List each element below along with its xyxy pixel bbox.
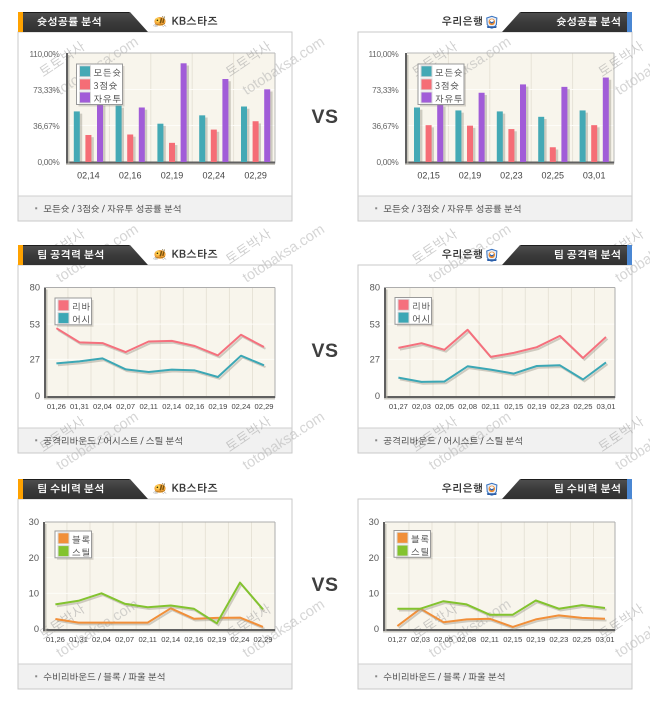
svg-text:02,11: 02,11 [139, 402, 157, 411]
svg-text:80: 80 [30, 283, 40, 293]
svg-text:02,24: 02,24 [230, 635, 249, 644]
svg-text:53: 53 [30, 319, 40, 329]
svg-text:02,19: 02,19 [161, 171, 184, 181]
svg-text:27: 27 [30, 355, 40, 365]
svg-text:02,03: 02,03 [412, 402, 431, 411]
svg-text:02,15: 02,15 [417, 171, 440, 181]
svg-text:01,27: 01,27 [388, 635, 407, 644]
svg-text:02,29: 02,29 [254, 635, 273, 644]
svg-text:02,04: 02,04 [93, 402, 112, 411]
svg-text:30: 30 [369, 517, 379, 527]
svg-text:10: 10 [369, 589, 379, 599]
svg-text:02,03: 02,03 [411, 635, 430, 644]
svg-text:03,01: 03,01 [583, 171, 606, 181]
svg-text:02,25: 02,25 [542, 171, 565, 181]
svg-text:01,26: 01,26 [46, 635, 65, 644]
svg-text:10: 10 [29, 589, 39, 599]
svg-text:02,23: 02,23 [550, 402, 569, 411]
svg-text:02,11: 02,11 [481, 402, 499, 411]
svg-text:02,08: 02,08 [457, 635, 476, 644]
svg-text:02,23: 02,23 [500, 171, 523, 181]
svg-text:03,01: 03,01 [597, 402, 616, 411]
svg-text:VS: VS [311, 340, 338, 362]
svg-text:02,19: 02,19 [527, 402, 546, 411]
svg-text:02,19: 02,19 [208, 402, 227, 411]
svg-text:03,01: 03,01 [596, 635, 615, 644]
svg-text:02,07: 02,07 [115, 635, 134, 644]
svg-text:30: 30 [29, 517, 39, 527]
svg-text:02,16: 02,16 [185, 402, 204, 411]
svg-text:02,23: 02,23 [549, 635, 568, 644]
svg-text:02,24: 02,24 [231, 402, 250, 411]
svg-text:0: 0 [34, 624, 39, 634]
svg-text:02,16: 02,16 [119, 171, 142, 181]
svg-text:0,00%: 0,00% [376, 157, 399, 167]
svg-text:02,16: 02,16 [184, 635, 203, 644]
svg-text:02,25: 02,25 [572, 635, 591, 644]
svg-text:110,00%: 110,00% [368, 49, 399, 59]
svg-text:02,05: 02,05 [434, 635, 453, 644]
svg-text:73,33%: 73,33% [372, 85, 399, 95]
svg-text:02,15: 02,15 [503, 635, 522, 644]
svg-text:73,33%: 73,33% [33, 85, 60, 95]
svg-text:02,14: 02,14 [161, 635, 180, 644]
svg-text:36,67%: 36,67% [372, 121, 399, 131]
svg-text:0: 0 [374, 624, 379, 634]
svg-text:02,19: 02,19 [526, 635, 545, 644]
svg-text:20: 20 [29, 553, 39, 563]
svg-text:02,15: 02,15 [504, 402, 523, 411]
svg-text:0: 0 [375, 391, 380, 401]
svg-text:36,67%: 36,67% [33, 121, 60, 131]
svg-text:02,24: 02,24 [203, 171, 226, 181]
svg-text:20: 20 [369, 553, 379, 563]
svg-text:02,14: 02,14 [162, 402, 181, 411]
svg-text:02,11: 02,11 [480, 635, 498, 644]
svg-text:01,31: 01,31 [70, 402, 89, 411]
svg-text:0,00%: 0,00% [37, 157, 60, 167]
svg-text:110,00%: 110,00% [29, 49, 60, 59]
svg-text:53: 53 [370, 319, 380, 329]
svg-text:02,05: 02,05 [435, 402, 454, 411]
svg-text:02,08: 02,08 [458, 402, 477, 411]
svg-text:02,19: 02,19 [207, 635, 226, 644]
svg-text:02,25: 02,25 [573, 402, 592, 411]
svg-text:02,29: 02,29 [255, 402, 274, 411]
svg-text:02,11: 02,11 [138, 635, 156, 644]
svg-text:80: 80 [370, 283, 380, 293]
svg-text:02,19: 02,19 [459, 171, 482, 181]
svg-text:02,07: 02,07 [116, 402, 135, 411]
svg-text:01,31: 01,31 [69, 635, 88, 644]
svg-text:02,04: 02,04 [92, 635, 111, 644]
svg-text:01,27: 01,27 [389, 402, 408, 411]
svg-text:02,14: 02,14 [77, 171, 100, 181]
svg-text:VS: VS [311, 106, 338, 128]
svg-text:VS: VS [311, 574, 338, 596]
svg-text:01,26: 01,26 [47, 402, 66, 411]
svg-text:27: 27 [370, 355, 380, 365]
svg-text:02,29: 02,29 [244, 171, 267, 181]
svg-text:0: 0 [35, 391, 40, 401]
